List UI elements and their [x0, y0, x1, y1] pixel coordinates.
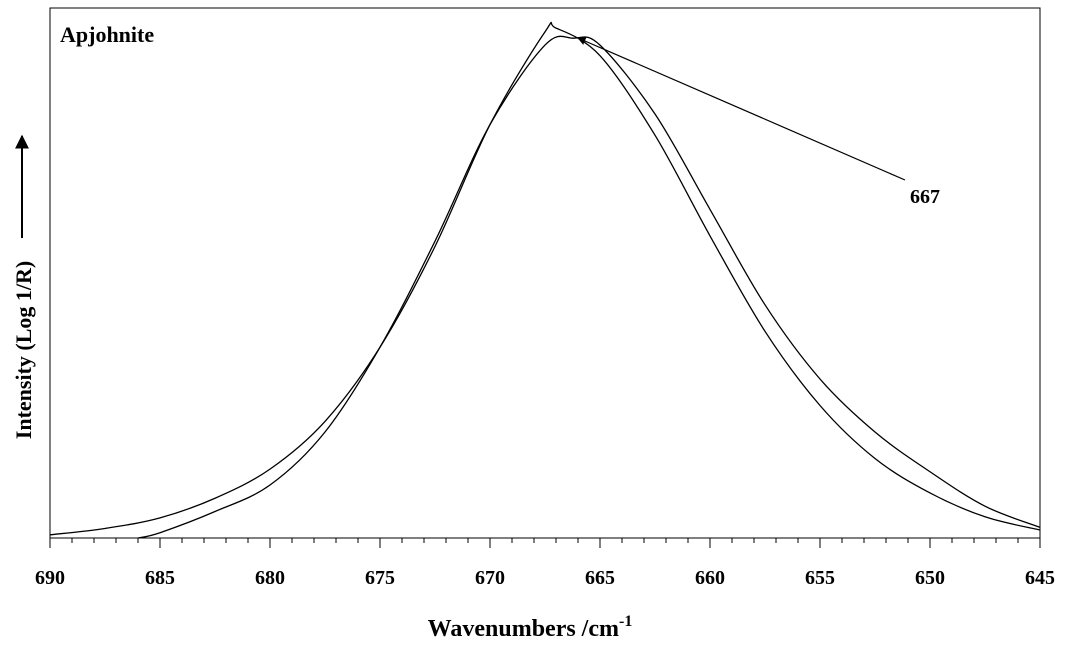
x-tick-label: 675 [365, 567, 395, 589]
x-tick-label: 650 [915, 567, 945, 589]
x-tick-label: 655 [805, 567, 835, 589]
x-tick-label: 685 [145, 567, 175, 589]
x-axis-label-main: Wavenumbers /cm [428, 616, 619, 642]
annotation-arrow [577, 37, 906, 181]
x-tick-label: 660 [695, 567, 725, 589]
y-axis-label: Intensity (Log 1/R) [11, 261, 36, 439]
x-tick-label: 690 [35, 567, 65, 589]
x-axis-label-sup: -1 [619, 613, 632, 630]
x-tick-label: 665 [585, 567, 615, 589]
x-tick-label: 670 [475, 567, 505, 589]
spectrum-line [49, 21, 1041, 536]
plot-frame [49, 7, 1041, 539]
annotation: 667 [910, 186, 940, 208]
x-tick-label: 680 [255, 567, 285, 589]
spectrum-line [137, 35, 1041, 539]
x-tick-label: 645 [1025, 567, 1055, 589]
chart-title: Apjohnite [60, 22, 154, 47]
x-axis-label: Wavenumbers /cm-1 [428, 613, 633, 642]
